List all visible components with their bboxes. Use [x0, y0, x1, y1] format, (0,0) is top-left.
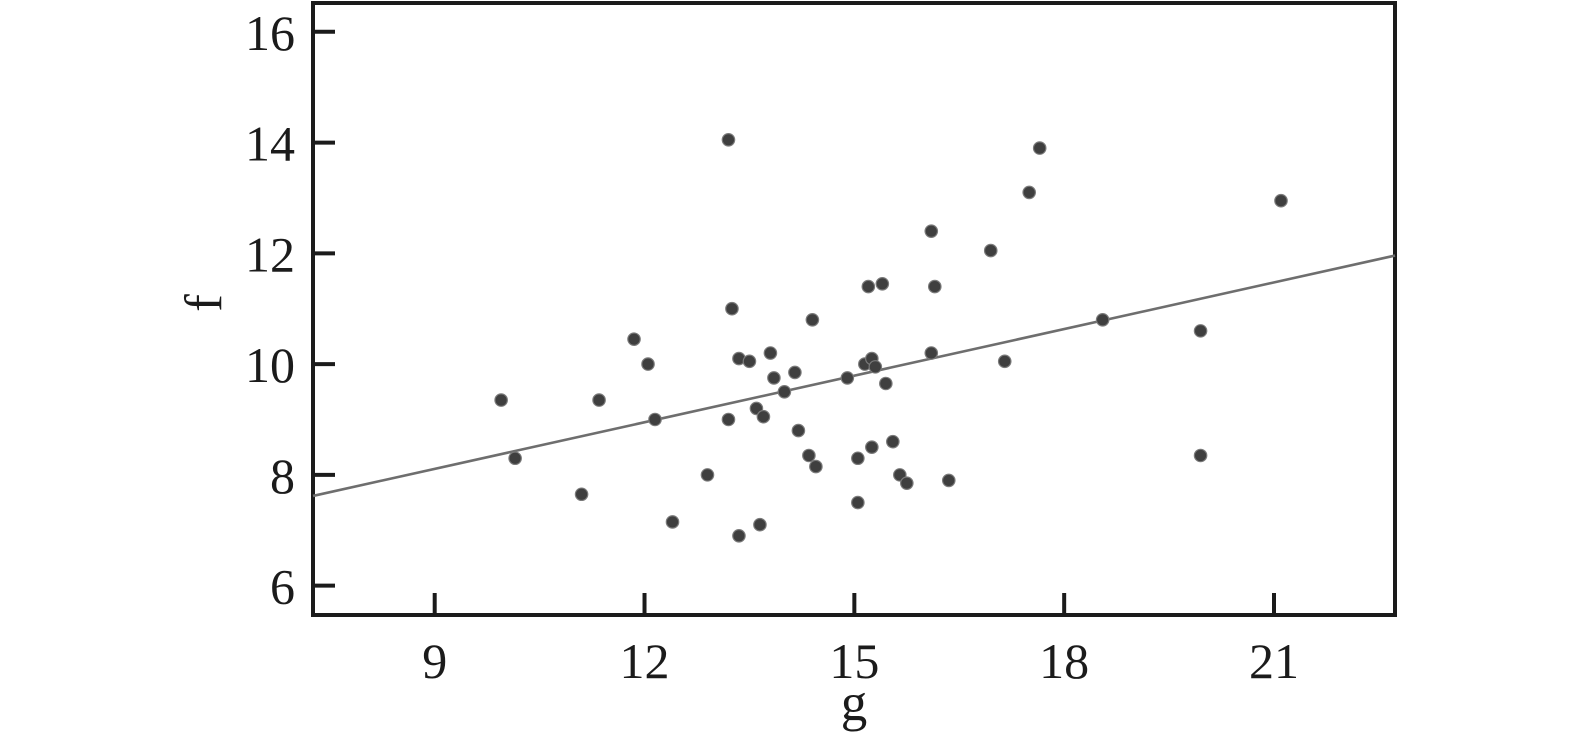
trend-line-layer	[312, 254, 1396, 498]
scatter-point	[700, 468, 715, 482]
scatter-point	[851, 451, 865, 466]
scatter-point	[788, 365, 802, 380]
trend-line	[312, 254, 1396, 498]
scatter-point	[791, 423, 806, 438]
y-tick-label: 10	[245, 337, 295, 393]
scatter-point	[924, 224, 939, 238]
scatter-point	[777, 384, 792, 399]
scatter-point	[879, 376, 893, 391]
scatter-point	[851, 495, 865, 510]
scatter-point	[665, 515, 680, 529]
scatter-point	[927, 279, 942, 294]
scatter-point	[924, 346, 939, 360]
scatter-point	[648, 412, 662, 427]
scatter-point	[809, 459, 823, 474]
scatter-point	[875, 276, 890, 291]
x-tick-label: 18	[1039, 633, 1089, 689]
scatter-point	[1032, 141, 1047, 155]
x-tick-label: 21	[1249, 633, 1299, 689]
scatter-point	[763, 346, 778, 360]
scatter-point	[508, 451, 522, 466]
scatter-point	[1095, 312, 1110, 327]
scatter-point	[1022, 185, 1037, 200]
axis-ticks: 9 12 15 18 21 6 8 10 12 14 16	[245, 5, 1299, 689]
y-tick-label: 16	[245, 5, 295, 61]
scatter-point	[721, 412, 736, 427]
scatter-points-layer	[494, 133, 1288, 543]
scatter-point	[861, 279, 876, 294]
y-tick-label: 6	[270, 559, 295, 615]
scatter-point	[840, 371, 855, 385]
scatter-point	[725, 301, 739, 316]
scatter-point	[1193, 448, 1208, 463]
scatter-point	[627, 332, 641, 346]
x-tick-label: 15	[829, 633, 879, 689]
scatter-point	[941, 473, 956, 488]
scatter-point	[983, 243, 998, 258]
scatter-point	[868, 360, 883, 374]
x-tick-label: 9	[422, 633, 447, 689]
scatter-point	[756, 409, 771, 424]
scatter-point	[805, 312, 820, 327]
scatter-point	[886, 434, 900, 449]
y-tick-label: 14	[245, 116, 295, 172]
scatter-point	[641, 357, 655, 371]
x-axis-label: g	[841, 674, 868, 732]
scatter-point	[900, 476, 914, 490]
scatter-point	[494, 393, 508, 407]
scatter-point	[802, 448, 816, 463]
y-tick-label: 12	[245, 226, 295, 282]
scatter-point	[865, 440, 879, 454]
y-tick-label: 8	[270, 448, 295, 504]
scatter-point	[997, 354, 1012, 369]
scatter-point	[753, 517, 767, 532]
scatter-point	[574, 487, 589, 502]
scatter-point	[1193, 324, 1208, 338]
scatter-point	[742, 354, 757, 369]
scatter-point	[592, 393, 606, 407]
scatter-point	[721, 133, 736, 147]
scatter-point	[732, 528, 746, 543]
scatter-point	[1274, 193, 1288, 208]
scatter-point	[767, 371, 781, 385]
y-axis-label: f	[175, 294, 233, 312]
plot-border	[311, 1, 1397, 617]
x-tick-label: 12	[620, 633, 670, 689]
